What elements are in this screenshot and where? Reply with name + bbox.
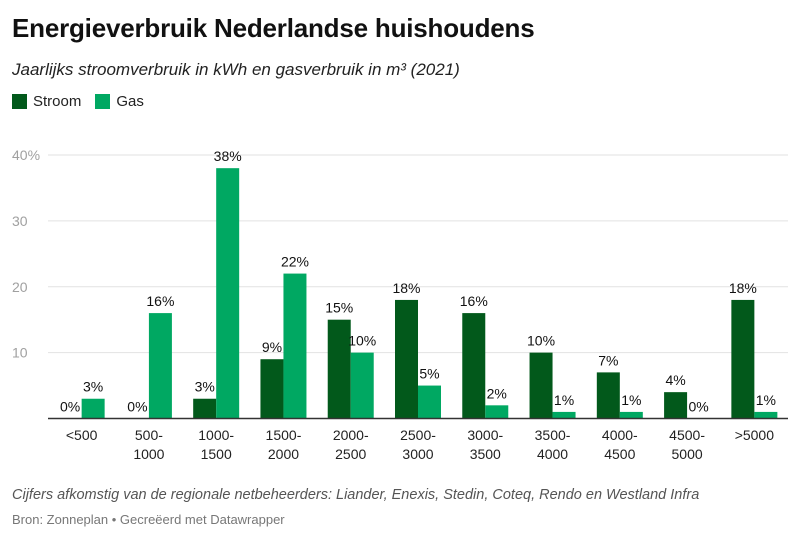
data-label-stroom: 18% xyxy=(392,280,420,296)
y-tick-label: 30 xyxy=(12,213,28,229)
bar-chart: 10203040%0%3%<5000%16%500-10003%38%1000-… xyxy=(12,147,788,462)
data-label-stroom: 3% xyxy=(195,379,215,395)
legend-item-stroom: Stroom xyxy=(12,93,81,110)
data-label-stroom: 4% xyxy=(665,372,685,388)
bar-gas xyxy=(754,411,778,419)
chart-source: Bron: Zonneplan • Gecreëerd met Datawrap… xyxy=(12,512,285,527)
bar-stroom xyxy=(395,299,418,419)
bar-stroom xyxy=(327,319,351,419)
data-label-stroom: 9% xyxy=(262,339,282,355)
data-label-stroom: 16% xyxy=(460,293,488,309)
x-tick-label: 2000-2500 xyxy=(333,427,369,462)
x-tick-label: 1500-2000 xyxy=(266,427,302,462)
chart-subtitle: Jaarlijks stroomverbruik in kWh en gasve… xyxy=(12,60,460,79)
data-label-stroom: 7% xyxy=(598,352,618,368)
data-label-gas: 5% xyxy=(419,366,439,382)
x-tick-label: 500-1000 xyxy=(133,427,164,462)
data-label-gas: 16% xyxy=(146,293,174,309)
bar-gas xyxy=(619,411,643,419)
bar-gas xyxy=(283,273,307,419)
bar-gas xyxy=(418,385,441,419)
x-tick-label: 3500-4000 xyxy=(535,427,571,462)
x-tick-label: <500 xyxy=(66,427,98,443)
data-label-gas: 3% xyxy=(83,379,103,395)
legend-item-gas: Gas xyxy=(95,93,144,110)
data-label-stroom: 10% xyxy=(527,333,555,349)
bar-gas xyxy=(485,405,509,419)
data-label-stroom: 15% xyxy=(325,300,353,316)
legend-swatch-stroom xyxy=(12,94,27,109)
bar-gas xyxy=(552,411,576,419)
bar-stroom xyxy=(462,313,486,419)
x-tick-label: 3000-3500 xyxy=(467,427,503,462)
legend-label-gas: Gas xyxy=(116,93,144,110)
bar-stroom xyxy=(596,372,620,419)
x-tick-label: 1000-1500 xyxy=(198,427,234,462)
data-label-gas: 38% xyxy=(214,148,242,164)
y-tick-label: 40% xyxy=(12,147,40,163)
bar-gas xyxy=(216,168,240,419)
data-label-gas: 2% xyxy=(487,385,507,401)
data-label-stroom: 0% xyxy=(60,399,80,415)
bar-stroom xyxy=(260,359,284,419)
bar-stroom xyxy=(664,392,688,419)
data-label-stroom: 18% xyxy=(729,280,757,296)
x-tick-label: 4500-5000 xyxy=(669,427,705,462)
data-label-stroom: 0% xyxy=(127,399,147,415)
bar-gas xyxy=(350,352,374,419)
bar-gas xyxy=(81,398,105,419)
legend-swatch-gas xyxy=(95,94,111,109)
legend-label-stroom: Stroom xyxy=(33,93,82,110)
data-label-gas: 1% xyxy=(554,392,574,408)
y-tick-label: 20 xyxy=(12,279,28,295)
data-label-gas: 1% xyxy=(621,392,641,408)
bar-stroom xyxy=(193,398,217,419)
bar-gas xyxy=(148,313,172,419)
x-tick-label: 2500-3000 xyxy=(400,427,436,462)
x-tick-label: >5000 xyxy=(735,427,775,443)
data-label-gas: 22% xyxy=(281,254,309,270)
data-label-gas: 0% xyxy=(688,399,708,415)
chart-note: Cijfers afkomstig van de regionale netbe… xyxy=(12,487,700,503)
x-tick-label: 4000-4500 xyxy=(602,427,638,462)
data-label-gas: 10% xyxy=(348,333,376,349)
bar-stroom xyxy=(731,299,755,419)
legend: Stroom Gas xyxy=(12,93,158,110)
y-tick-label: 10 xyxy=(12,345,28,361)
data-label-gas: 1% xyxy=(756,392,776,408)
bar-stroom xyxy=(529,352,553,419)
chart-title: Energieverbruik Nederlandse huishoudens xyxy=(12,13,535,43)
